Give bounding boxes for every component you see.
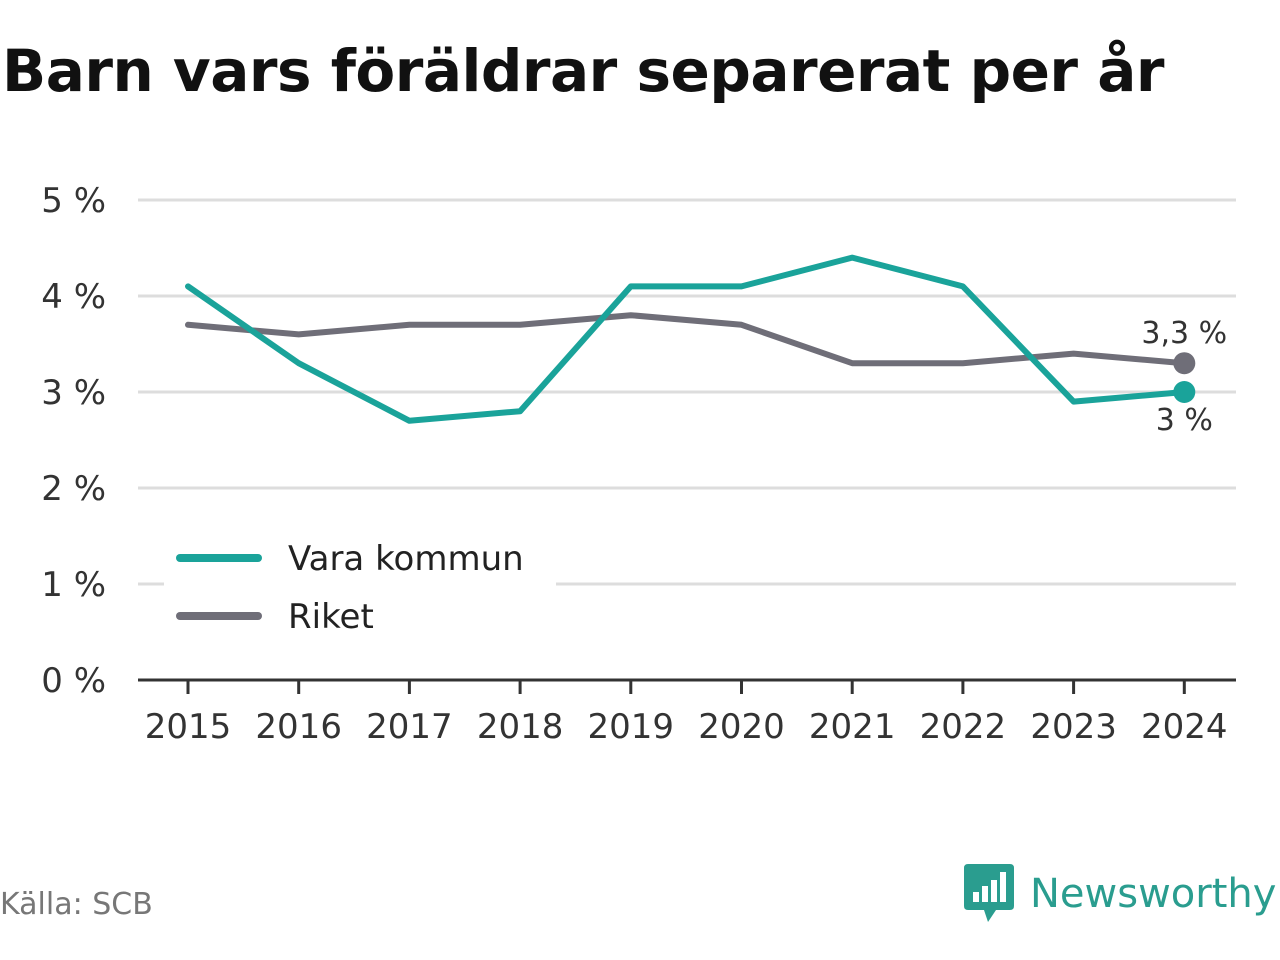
y-axis-tick-labels: 0 % 1 % 2 % 3 % 4 % 5 % <box>41 181 106 701</box>
x-tick-label: 2017 <box>366 707 453 747</box>
x-tick-label: 2016 <box>255 707 342 747</box>
x-axis <box>138 678 1236 694</box>
newsworthy-logo-icon <box>964 864 1014 922</box>
x-axis-tick-labels: 2015 2016 2017 2018 2019 2020 2021 2022 2023 2024 <box>145 707 1228 747</box>
brand-name: Newsworthy <box>1030 871 1277 917</box>
y-tick-label: 3 % <box>41 373 106 413</box>
end-label-vara-kommun: 3 % <box>1156 403 1213 438</box>
legend: Vara kommun Riket <box>164 532 556 650</box>
x-tick-label: 2023 <box>1030 707 1117 747</box>
x-tick-label: 2020 <box>698 707 785 747</box>
y-tick-label: 4 % <box>41 277 106 317</box>
series-lines <box>185 254 1196 424</box>
x-tick-label: 2024 <box>1141 707 1228 747</box>
y-tick-label: 2 % <box>41 469 106 509</box>
end-point-vara-kommun <box>1173 381 1196 403</box>
series-line-riket <box>185 312 1188 367</box>
source-note: Källa: SCB <box>0 887 153 922</box>
x-tick-label: 2022 <box>920 707 1007 747</box>
legend-label-vara-kommun: Vara kommun <box>288 539 524 579</box>
x-tick-label: 2015 <box>145 707 232 747</box>
y-tick-label: 0 % <box>41 661 106 701</box>
end-point-riket <box>1173 352 1196 375</box>
x-tick-label: 2018 <box>477 707 564 747</box>
x-tick-label: 2019 <box>588 707 675 747</box>
legend-label-riket: Riket <box>288 597 374 637</box>
series-line-vara-kommun <box>185 254 1188 424</box>
y-tick-label: 5 % <box>41 181 106 221</box>
y-tick-label: 1 % <box>41 565 106 605</box>
end-label-riket: 3,3 % <box>1141 316 1227 351</box>
brand-logo: Newsworthy <box>964 864 1276 924</box>
end-labels: 3,3 % 3 % <box>1141 316 1227 438</box>
chart-title: Barn vars föräldrar separerat per år <box>2 37 1164 105</box>
grid-lines <box>138 198 1236 586</box>
x-tick-label: 2021 <box>809 707 896 747</box>
legend-background <box>164 532 556 650</box>
